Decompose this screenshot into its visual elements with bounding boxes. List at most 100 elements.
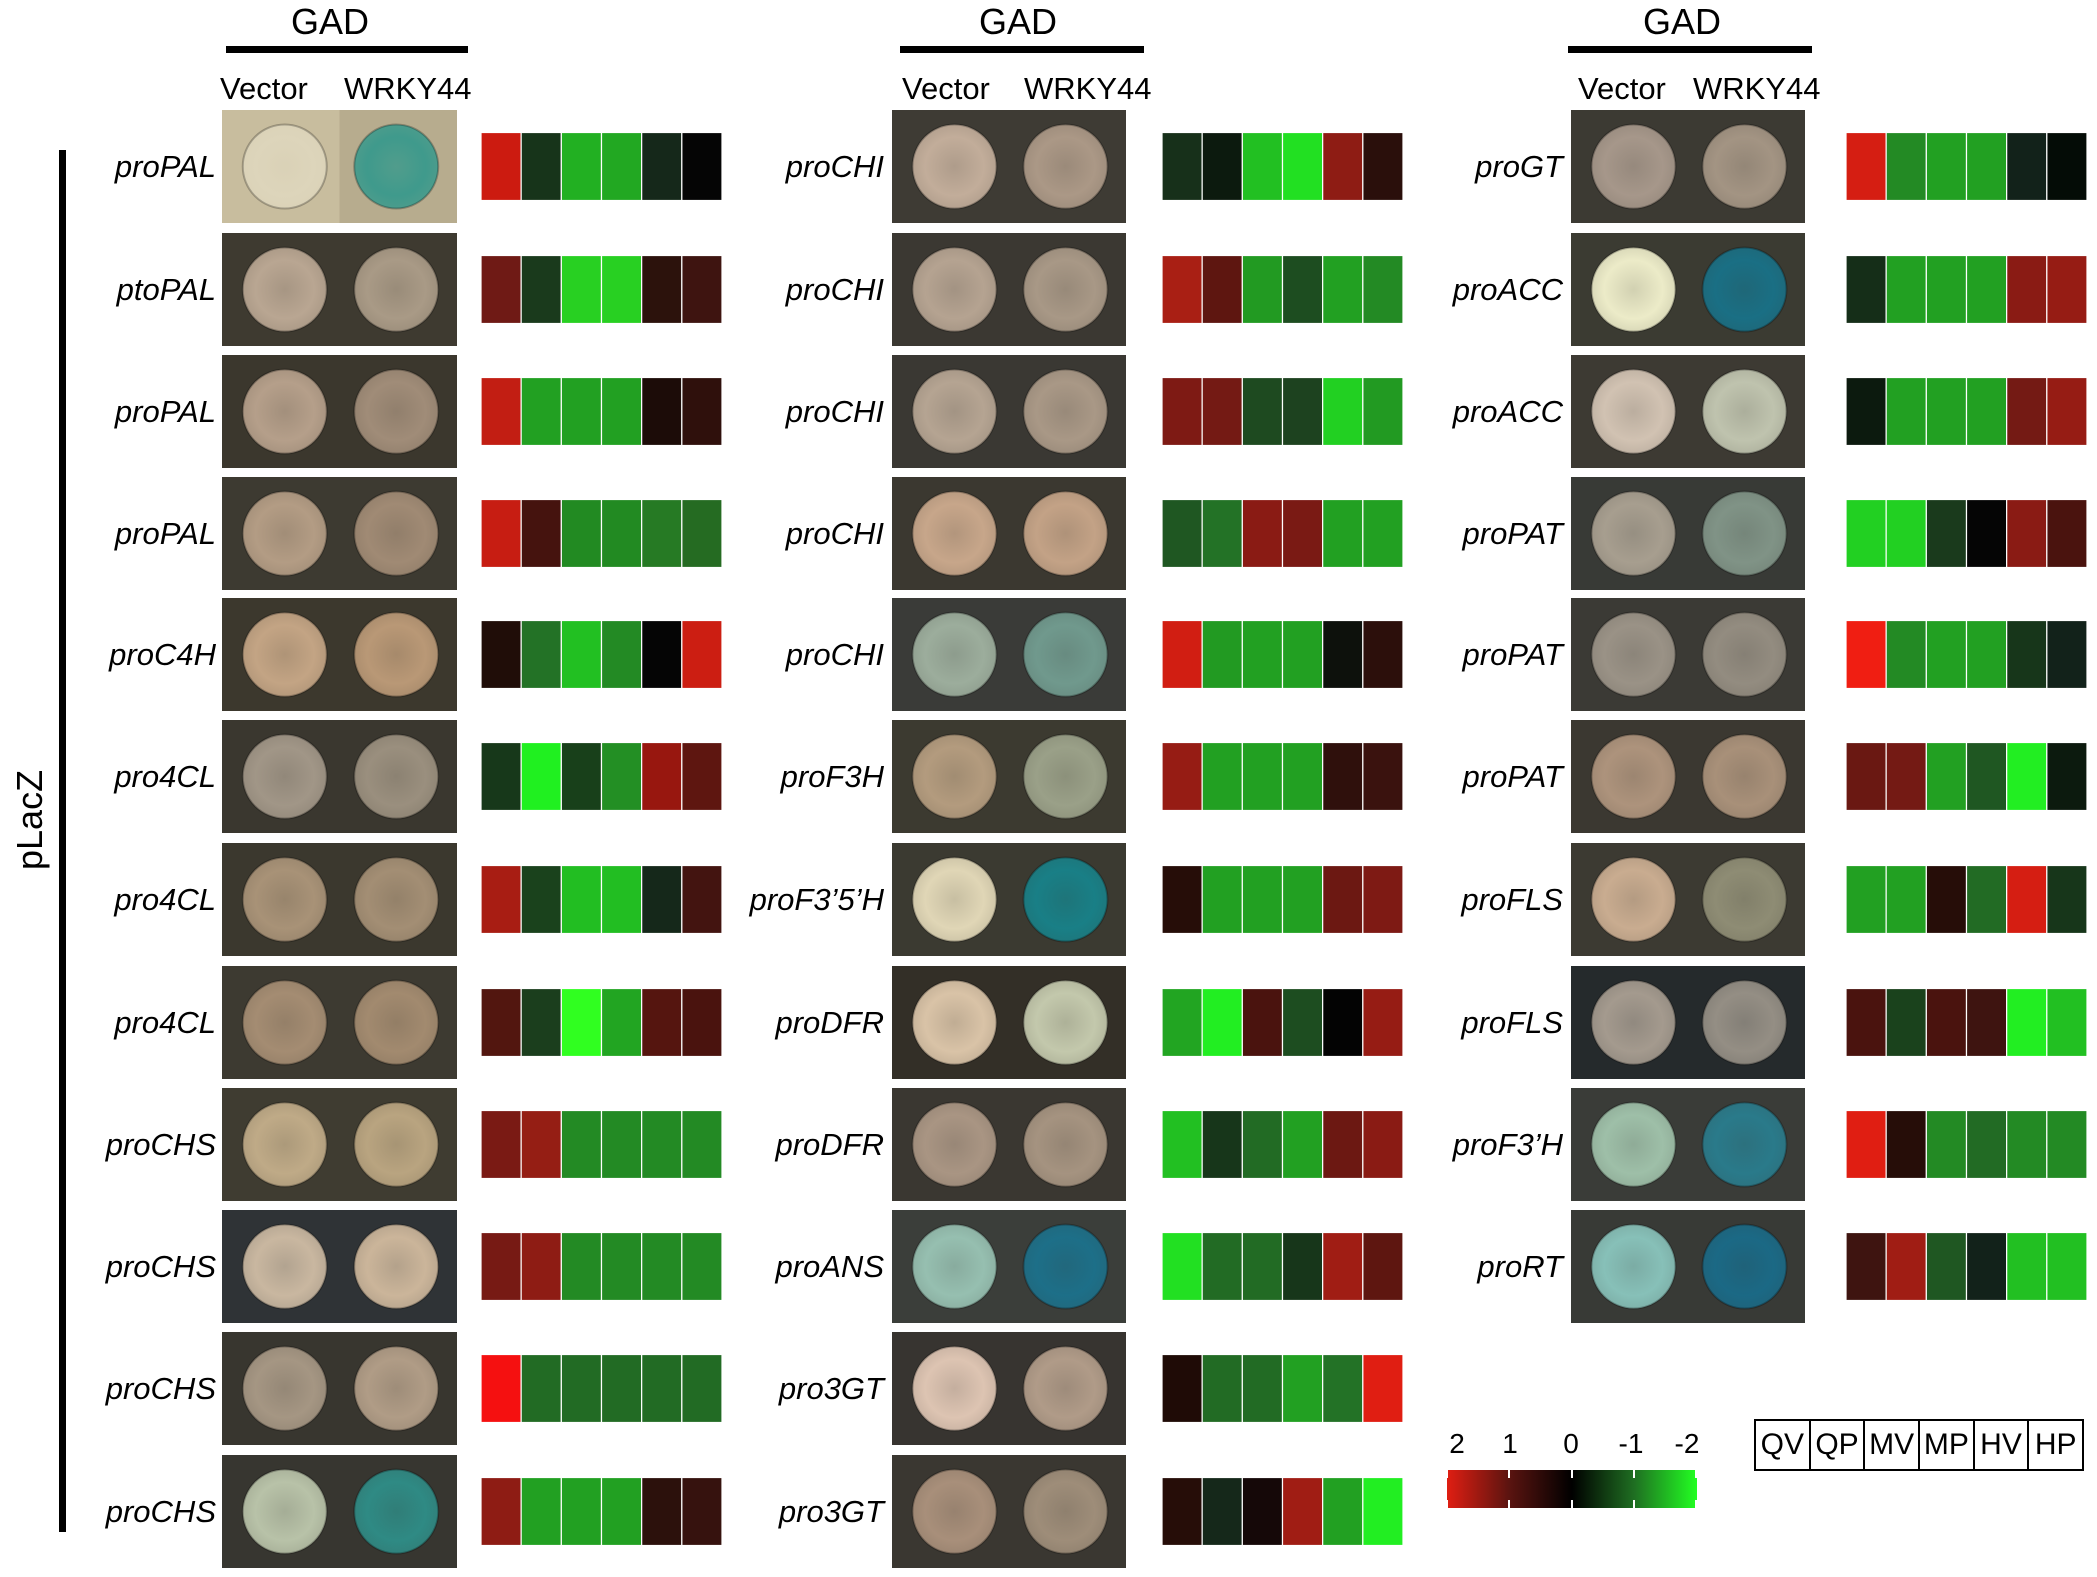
heatmap-cell [1362, 254, 1404, 325]
promoter-label: proFLS [1461, 881, 1563, 917]
heatmap-cell [520, 1231, 562, 1302]
heatmap-cell [1925, 987, 1968, 1058]
heatmap-cell [2006, 131, 2048, 202]
heatmap-cell [1362, 498, 1404, 569]
heatmap-cell [1845, 1109, 1887, 1180]
promoter-label: proCHI [785, 636, 884, 672]
heatmap-cell [681, 1109, 723, 1180]
heatmap-cell [641, 376, 683, 447]
heatmap-cell [1845, 741, 1887, 812]
wrky44-colony [1701, 733, 1788, 820]
heatmap-cell [1925, 498, 1968, 569]
heatmap-cell [1885, 131, 1927, 202]
wrky44-colony [1022, 856, 1109, 943]
wrky44-colony [353, 1345, 440, 1432]
gad-header-2: GAD [978, 1, 1057, 42]
heatmap-cell [480, 619, 522, 690]
vector-colony [911, 1101, 998, 1188]
promoter-label: proDFR [775, 1004, 884, 1040]
vector-colony [911, 123, 998, 210]
vector-colony [911, 1345, 998, 1432]
wrky44-colony [1022, 490, 1109, 577]
heatmap-cell [1965, 864, 2008, 935]
heatmap-cell [1322, 619, 1364, 690]
color-scale-tick-label: 1 [1502, 1428, 1518, 1459]
heatmap-cell [520, 1109, 562, 1180]
wrky44-colony [353, 979, 440, 1066]
wrky44-colony [1701, 1101, 1788, 1188]
plasmid-side-label: pLacZ [9, 769, 50, 870]
heatmap-cell [480, 498, 522, 569]
placz-bar [59, 150, 66, 1532]
promoter-label: pro4CL [114, 758, 216, 794]
heatmap-cell [1362, 1109, 1404, 1180]
heatmap-cell [1241, 1231, 1284, 1302]
promoter-label: proF3’H [1452, 1126, 1563, 1162]
heatmap-cell [1241, 131, 1284, 202]
heatmap-cell [480, 1476, 522, 1547]
heatmap-cell [1885, 741, 1927, 812]
heatmap-cell [600, 1353, 643, 1424]
vector-colony [241, 611, 328, 698]
heatmap-cell [1362, 1476, 1404, 1547]
vector-header-3: Vector [1578, 71, 1666, 106]
heatmap-cell [480, 254, 522, 325]
heatmap-cell [1845, 1231, 1887, 1302]
gad-bar-1 [226, 46, 468, 53]
heatmap-cell [1241, 741, 1284, 812]
gad-header-3: GAD [1642, 1, 1721, 42]
heatmap-cell [520, 498, 562, 569]
heatmap-cell [1965, 1109, 2008, 1180]
heatmap-cell [1161, 741, 1203, 812]
heatmap-cell [681, 376, 723, 447]
heatmap-cell [600, 1231, 643, 1302]
heatmap-cell [1281, 1231, 1324, 1302]
wrky44-colony [1022, 368, 1109, 455]
wrky44-colony [353, 1468, 440, 1555]
heatmap-cell [1845, 131, 1887, 202]
color-scale-tick-label: 2 [1449, 1428, 1465, 1459]
promoter-label: proCHS [105, 1248, 216, 1284]
promoter-label: proCHI [785, 271, 884, 307]
heatmap-cell [681, 1476, 723, 1547]
heatmap-cell [1885, 498, 1927, 569]
vector-colony [911, 1468, 998, 1555]
wrky44-colony [353, 856, 440, 943]
promoter-label: proCHS [105, 1126, 216, 1162]
heatmap-cell [1362, 619, 1404, 690]
heatmap-cell [600, 131, 643, 202]
vector-colony [1590, 1223, 1677, 1310]
heatmap-cell [681, 864, 723, 935]
heatmap-cell [1322, 864, 1364, 935]
heatmap-cell [1281, 1476, 1324, 1547]
heatmap-cell [641, 1353, 683, 1424]
heatmap-cell [2006, 254, 2048, 325]
heatmap-cell [641, 254, 683, 325]
heatmap-cell [1201, 864, 1243, 935]
heatmap-cell [1965, 1231, 2008, 1302]
heatmap-cell [1161, 619, 1203, 690]
vector-colony [1590, 733, 1677, 820]
heatmap-cell [1161, 864, 1203, 935]
promoter-label: proCHI [785, 148, 884, 184]
heatmap-cell [480, 376, 522, 447]
heatmap-cell [560, 1109, 603, 1180]
heatmap-cell [600, 376, 643, 447]
promoter-label: proF3H [780, 758, 884, 794]
promoter-label: pro4CL [114, 881, 216, 917]
wrky44-colony [1701, 490, 1788, 577]
heatmap-cell [1322, 741, 1364, 812]
promoter-label: proPAL [114, 515, 216, 551]
heatmap-cell [560, 864, 603, 935]
promoter-label: pro4CL [114, 1004, 216, 1040]
heatmap-cell [520, 254, 562, 325]
vector-header-1: Vector [220, 71, 308, 106]
heatmap-cell [2006, 1109, 2048, 1180]
heatmap-cell [1241, 619, 1284, 690]
vector-colony [241, 1345, 328, 1432]
vector-colony [911, 856, 998, 943]
heatmap-cell [1281, 1109, 1324, 1180]
heatmap-cell [1322, 376, 1364, 447]
heatmap-cell [1322, 1231, 1364, 1302]
